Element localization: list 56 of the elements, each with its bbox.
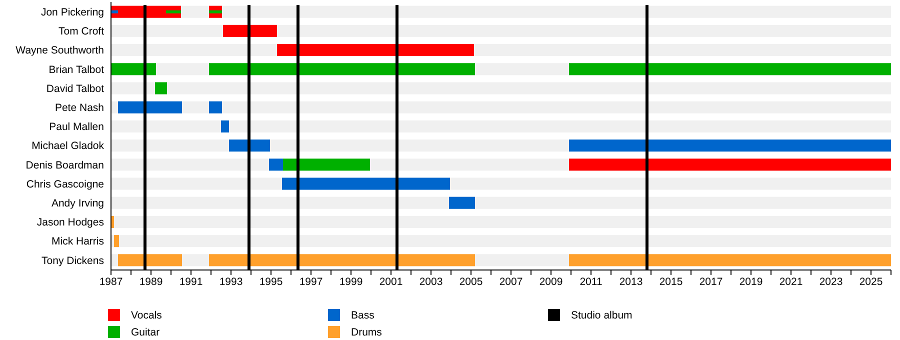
x-tick-label: 1993 xyxy=(219,276,243,288)
x-tick-label: 2013 xyxy=(619,276,643,288)
bar xyxy=(277,44,474,56)
legend-label: Guitar xyxy=(131,326,160,339)
y-tick-label: Chris Gascoigne xyxy=(26,178,104,190)
legend-label: Vocals xyxy=(131,310,162,322)
y-tick-label: Wayne Southworth xyxy=(16,44,104,57)
x-tick-label: 2003 xyxy=(419,276,443,288)
x-tick-label: 2005 xyxy=(459,276,483,288)
bar xyxy=(449,196,475,209)
bar xyxy=(229,140,270,152)
y-tick-label: Brian Talbot xyxy=(48,64,104,76)
y-tick-label: Michael Gladok xyxy=(32,140,105,152)
bar xyxy=(111,10,118,14)
x-tick-label: 2023 xyxy=(819,276,843,288)
bar xyxy=(118,101,182,114)
x-tick-label: 2011 xyxy=(580,276,602,288)
y-tick-label: Tom Croft xyxy=(58,26,104,38)
x-tick-label: 1989 xyxy=(139,276,163,288)
bar xyxy=(221,120,229,132)
x-tick-label: 2001 xyxy=(379,276,403,288)
bar xyxy=(118,254,182,266)
bar xyxy=(155,82,167,94)
y-tick-label: Denis Boardman xyxy=(26,159,104,172)
x-tick-label: 2021 xyxy=(779,276,803,288)
x-tick-label: 1987 xyxy=(99,276,123,288)
x-tick-label: 2007 xyxy=(499,276,523,288)
y-tick-label: Mick Harris xyxy=(52,236,104,248)
bar xyxy=(114,235,119,248)
bar xyxy=(166,10,181,14)
y-tick-label: Tony Dickens xyxy=(42,254,104,267)
bar xyxy=(269,158,283,171)
y-tick-label: Paul Mallen xyxy=(49,121,104,134)
legend-label: Studio album xyxy=(571,310,633,322)
x-tick-label: 2025 xyxy=(859,276,883,288)
bar xyxy=(283,158,370,171)
x-tick-label: 1999 xyxy=(339,276,363,288)
x-tick-label: 1997 xyxy=(299,276,323,288)
y-tick-label: Andy Irving xyxy=(51,198,104,210)
y-tick-label: Jon Pickering xyxy=(40,6,104,19)
bar xyxy=(209,10,222,14)
bar xyxy=(282,178,450,190)
legend-label: Bass xyxy=(351,310,374,322)
x-tick-label: 2019 xyxy=(739,276,763,288)
x-tick-label: 1991 xyxy=(179,276,203,288)
y-tick-label: Jason Hodges xyxy=(36,216,104,229)
legend-label: Drums xyxy=(351,326,382,339)
y-tick-label: Pete Nash xyxy=(54,102,104,114)
bar xyxy=(223,24,277,37)
x-tick-label: 2015 xyxy=(659,276,683,288)
y-tick-label: David Talbot xyxy=(46,82,104,95)
bar xyxy=(111,63,156,76)
bar xyxy=(209,101,222,114)
x-tick-label: 2009 xyxy=(539,276,563,288)
x-tick-label: 1995 xyxy=(259,276,283,288)
x-tick-label: 2017 xyxy=(699,276,723,288)
